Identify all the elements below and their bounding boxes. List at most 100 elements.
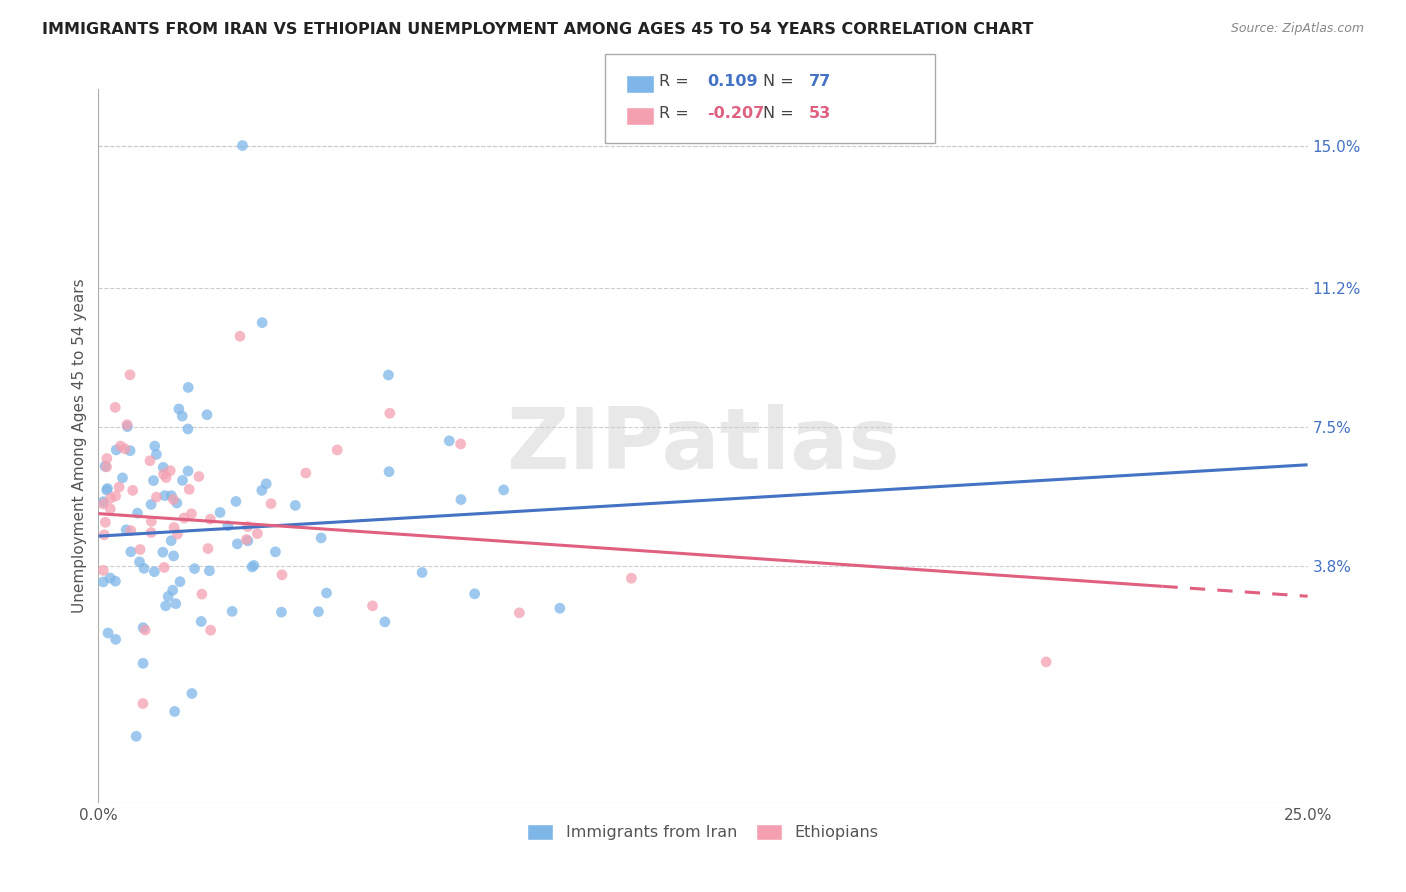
Point — [91, 497, 114, 511]
Point — [162, 583, 184, 598]
Point — [254, 476, 277, 491]
Point — [235, 533, 257, 547]
Point — [104, 632, 127, 647]
Point — [240, 560, 263, 574]
Point — [361, 599, 384, 613]
Point — [250, 316, 273, 330]
Point — [197, 541, 219, 556]
Point — [307, 605, 329, 619]
Point — [439, 434, 461, 448]
Point — [236, 519, 259, 533]
Point — [260, 497, 283, 511]
Point — [104, 401, 127, 415]
Point — [153, 489, 176, 503]
Point — [96, 451, 118, 466]
Text: Source: ZipAtlas.com: Source: ZipAtlas.com — [1230, 22, 1364, 36]
Point — [120, 443, 142, 458]
Point — [91, 563, 114, 577]
Text: ZIPatlas: ZIPatlas — [506, 404, 900, 488]
Point — [162, 492, 184, 507]
Point — [173, 511, 195, 525]
Point — [169, 574, 191, 589]
Point — [152, 460, 174, 475]
Point — [111, 471, 134, 485]
Point — [246, 526, 269, 541]
Point — [172, 409, 194, 423]
Point — [129, 542, 152, 557]
Point — [152, 467, 174, 482]
Point — [132, 621, 155, 635]
Point — [94, 459, 117, 474]
Point — [411, 566, 433, 580]
Point — [118, 368, 141, 382]
Point — [110, 439, 132, 453]
Point — [163, 705, 186, 719]
Point — [120, 524, 142, 538]
Point — [179, 483, 201, 497]
Point — [183, 562, 205, 576]
Point — [229, 329, 252, 343]
Point — [94, 516, 117, 530]
Point — [166, 527, 188, 541]
Point — [271, 567, 294, 582]
Point — [114, 442, 136, 456]
Text: R =: R = — [659, 106, 695, 120]
Point — [157, 590, 180, 604]
Point — [91, 574, 114, 589]
Text: N =: N = — [763, 74, 800, 88]
Point — [374, 615, 396, 629]
Point — [139, 454, 162, 468]
Point — [177, 422, 200, 436]
Point — [139, 525, 162, 540]
Point — [127, 506, 149, 520]
Point — [508, 606, 530, 620]
Point — [132, 657, 155, 671]
Text: 53: 53 — [808, 106, 831, 120]
Point — [120, 545, 142, 559]
Point — [105, 442, 128, 457]
Point — [100, 491, 122, 506]
Point — [96, 459, 118, 474]
Point — [104, 574, 127, 589]
Point — [284, 499, 307, 513]
Point — [378, 465, 401, 479]
Y-axis label: Unemployment Among Ages 45 to 54 years: Unemployment Among Ages 45 to 54 years — [72, 278, 87, 614]
Point — [191, 587, 214, 601]
Point — [134, 623, 156, 637]
Point — [165, 597, 187, 611]
Point — [97, 626, 120, 640]
Point — [226, 537, 249, 551]
Point — [121, 483, 143, 498]
Point — [93, 528, 115, 542]
Point — [104, 489, 127, 503]
Point — [128, 555, 150, 569]
Point — [377, 368, 399, 382]
Point — [125, 729, 148, 743]
Point — [141, 514, 163, 528]
Point — [209, 506, 232, 520]
Point — [145, 490, 167, 504]
Point — [378, 406, 401, 420]
Point — [155, 470, 177, 484]
Point — [217, 518, 239, 533]
Point — [98, 501, 121, 516]
Point — [315, 586, 337, 600]
Point — [450, 492, 472, 507]
Point — [155, 599, 177, 613]
Point — [172, 474, 194, 488]
Point — [163, 520, 186, 534]
Point — [243, 558, 266, 573]
Point — [143, 439, 166, 453]
Point — [177, 464, 200, 478]
Point — [115, 523, 138, 537]
Point — [159, 464, 181, 478]
Text: R =: R = — [659, 74, 695, 88]
Point — [264, 545, 287, 559]
Text: IMMIGRANTS FROM IRAN VS ETHIOPIAN UNEMPLOYMENT AMONG AGES 45 TO 54 YEARS CORRELA: IMMIGRANTS FROM IRAN VS ETHIOPIAN UNEMPL… — [42, 22, 1033, 37]
Point — [187, 469, 209, 483]
Point — [309, 531, 332, 545]
Text: 0.109: 0.109 — [707, 74, 758, 88]
Point — [231, 138, 253, 153]
Point — [108, 480, 131, 494]
Text: 77: 77 — [808, 74, 831, 88]
